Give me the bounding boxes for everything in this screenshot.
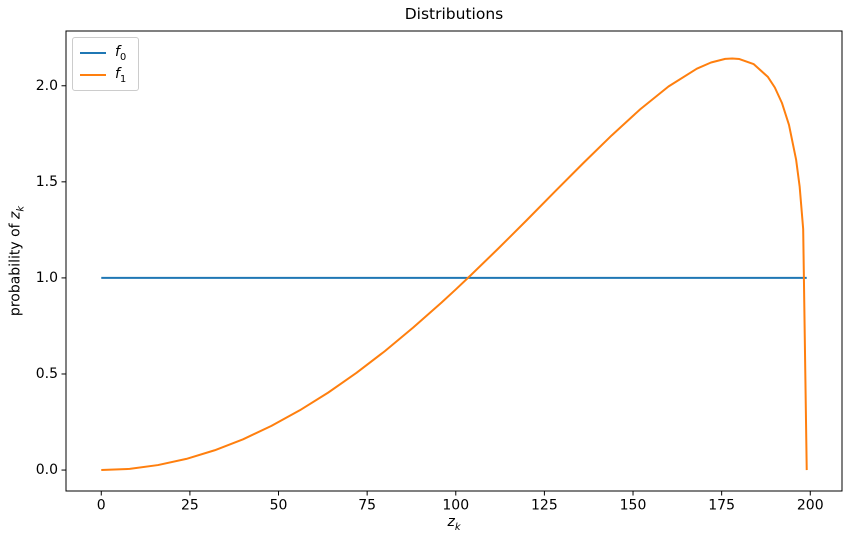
legend: f0 f1: [72, 37, 140, 91]
x-tick-label: 0: [97, 498, 106, 514]
legend-label-f1: f1: [115, 66, 126, 85]
x-tick-label: 75: [358, 498, 376, 514]
legend-label-f0-sub: 0: [119, 51, 127, 63]
y-tick-label: 1.5: [36, 174, 58, 190]
y-tick-label: 0.5: [36, 366, 58, 382]
legend-item-f1: f1: [80, 64, 126, 86]
y-axis-label-text: probability of: [7, 218, 24, 317]
x-tick-label: 50: [270, 498, 288, 514]
legend-label-f0: f0: [115, 44, 126, 63]
legend-swatch-f1: [80, 74, 106, 76]
x-tick-label: 200: [797, 498, 824, 514]
y-axis-label-var: z: [7, 211, 24, 219]
y-tick-label: 1.0: [36, 270, 58, 286]
legend-label-f1-base: f: [115, 65, 120, 82]
axes-frame: [65, 30, 843, 492]
y-tick-label: 0.0: [36, 462, 58, 478]
x-tick-label: 125: [531, 498, 558, 514]
y-axis-label-sub: k: [15, 205, 27, 212]
x-axis-label-sub: k: [454, 521, 461, 533]
x-tick-label: 150: [620, 498, 647, 514]
legend-label-f1-sub: 1: [119, 73, 127, 85]
x-tick-label: 100: [442, 498, 469, 514]
x-axis-label-var: z: [447, 514, 455, 530]
x-axis-label: zk: [66, 514, 842, 533]
legend-label-f0-base: f: [115, 43, 120, 60]
x-tick-label: 175: [708, 498, 735, 514]
legend-item-f0: f0: [80, 42, 126, 64]
y-tick-label: 2.0: [36, 78, 58, 94]
chart-title: Distributions: [404, 5, 504, 23]
series-line-f1: [101, 57, 808, 472]
legend-swatch-f0: [80, 52, 106, 54]
x-tick-label: 25: [181, 498, 199, 514]
y-axis-label: probability of zk: [8, 206, 27, 316]
